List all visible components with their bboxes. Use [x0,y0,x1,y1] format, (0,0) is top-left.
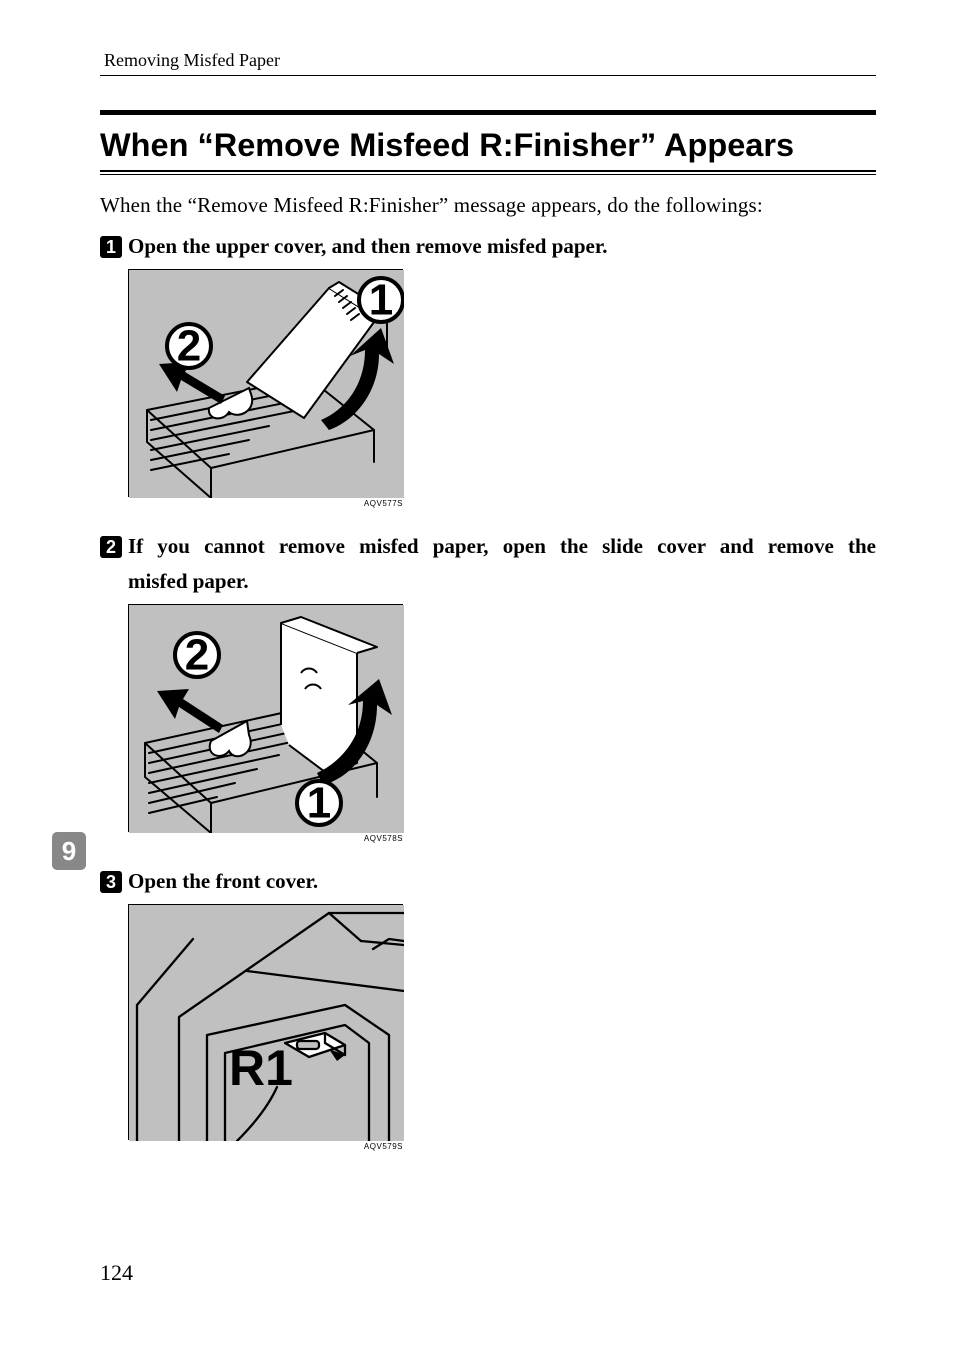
chapter-tab: 9 [52,832,86,870]
header-divider [100,75,876,76]
step-number-icon: 3 [100,871,122,893]
svg-text:1: 1 [307,779,331,828]
page-number: 124 [100,1260,133,1286]
figure-1-frame: 1 2 [128,269,403,497]
section-heading: When “Remove Misfeed R:Finisher” Appears [100,127,876,164]
figure-2: 1 2 AQV578S [128,604,876,843]
running-header: Removing Misfed Paper [100,50,876,71]
figure-1-caption: AQV577S [128,499,403,508]
figure-3-caption: AQV579S [128,1142,403,1151]
svg-text:1: 1 [369,276,393,325]
step-2: 2 If you cannot remove misfed paper, ope… [100,534,876,559]
step-number-icon: 2 [100,536,122,558]
figure-3-svg: R1 [129,905,404,1141]
section-divider-top [100,170,876,172]
step-3-text: Open the front cover. [128,869,318,894]
figure-3-frame: R1 [128,904,403,1140]
svg-text:2: 2 [185,631,209,680]
section-top-bar [100,110,876,115]
intro-text: When the “Remove Misfeed R:Finisher” mes… [100,193,876,218]
figure-1-svg: 1 2 [129,270,404,498]
step-2-text: If you cannot remove misfed paper, open … [128,534,876,559]
running-header-text: Removing Misfed Paper [104,50,280,70]
figure-2-frame: 1 2 [128,604,403,832]
figure-2-caption: AQV578S [128,834,403,843]
page-root: Removing Misfed Paper When “Remove Misfe… [0,0,954,1348]
figure-2-svg: 1 2 [129,605,404,833]
figure-1: 1 2 AQV577S [128,269,876,508]
step-1-text: Open the upper cover, and then remove mi… [128,234,608,259]
figure-3: R1 AQV579S [128,904,876,1151]
step-1: 1 Open the upper cover, and then remove … [100,234,876,259]
section-divider-bottom [100,174,876,175]
step-2-continuation: misfed paper. [128,569,876,594]
svg-text:2: 2 [177,322,201,371]
step-number-icon: 1 [100,236,122,258]
svg-text:R1: R1 [229,1040,293,1096]
step-3: 3 Open the front cover. [100,869,876,894]
